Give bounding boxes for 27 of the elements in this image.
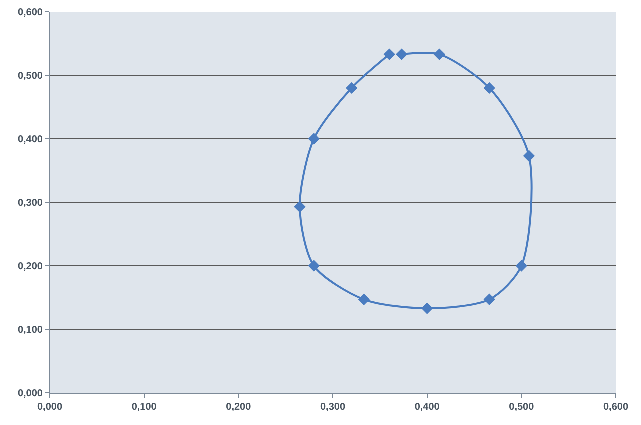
x-tick-label: 0,000 [37,402,63,413]
point [523,150,536,162]
y-tick-label: 0,300 [18,198,44,209]
point [308,260,320,272]
point [308,133,320,145]
x-tick-label: 0,600 [603,402,629,413]
x-tick-label: 0,300 [320,402,346,413]
y-tick-label: 0,600 [18,8,44,18]
x-tick-label: 0,200 [226,402,252,413]
x-tick-label: 0,100 [132,402,158,413]
point [294,201,306,213]
x-tick-label: 0,500 [509,402,535,413]
point [484,82,496,94]
y-tick-label: 0,000 [18,388,44,400]
y-tick-label: 0,400 [18,134,44,146]
point [421,302,434,314]
point [358,294,370,306]
y-tick-label: 0,200 [18,262,44,272]
point [384,48,396,60]
point [434,48,446,60]
y-tick-label: 0,100 [18,325,44,336]
point [516,260,528,272]
x-tick-label: 0,400 [414,402,440,413]
point [484,294,496,306]
y-tick-label: 0,500 [18,71,44,82]
point [346,82,358,94]
point [396,48,408,60]
